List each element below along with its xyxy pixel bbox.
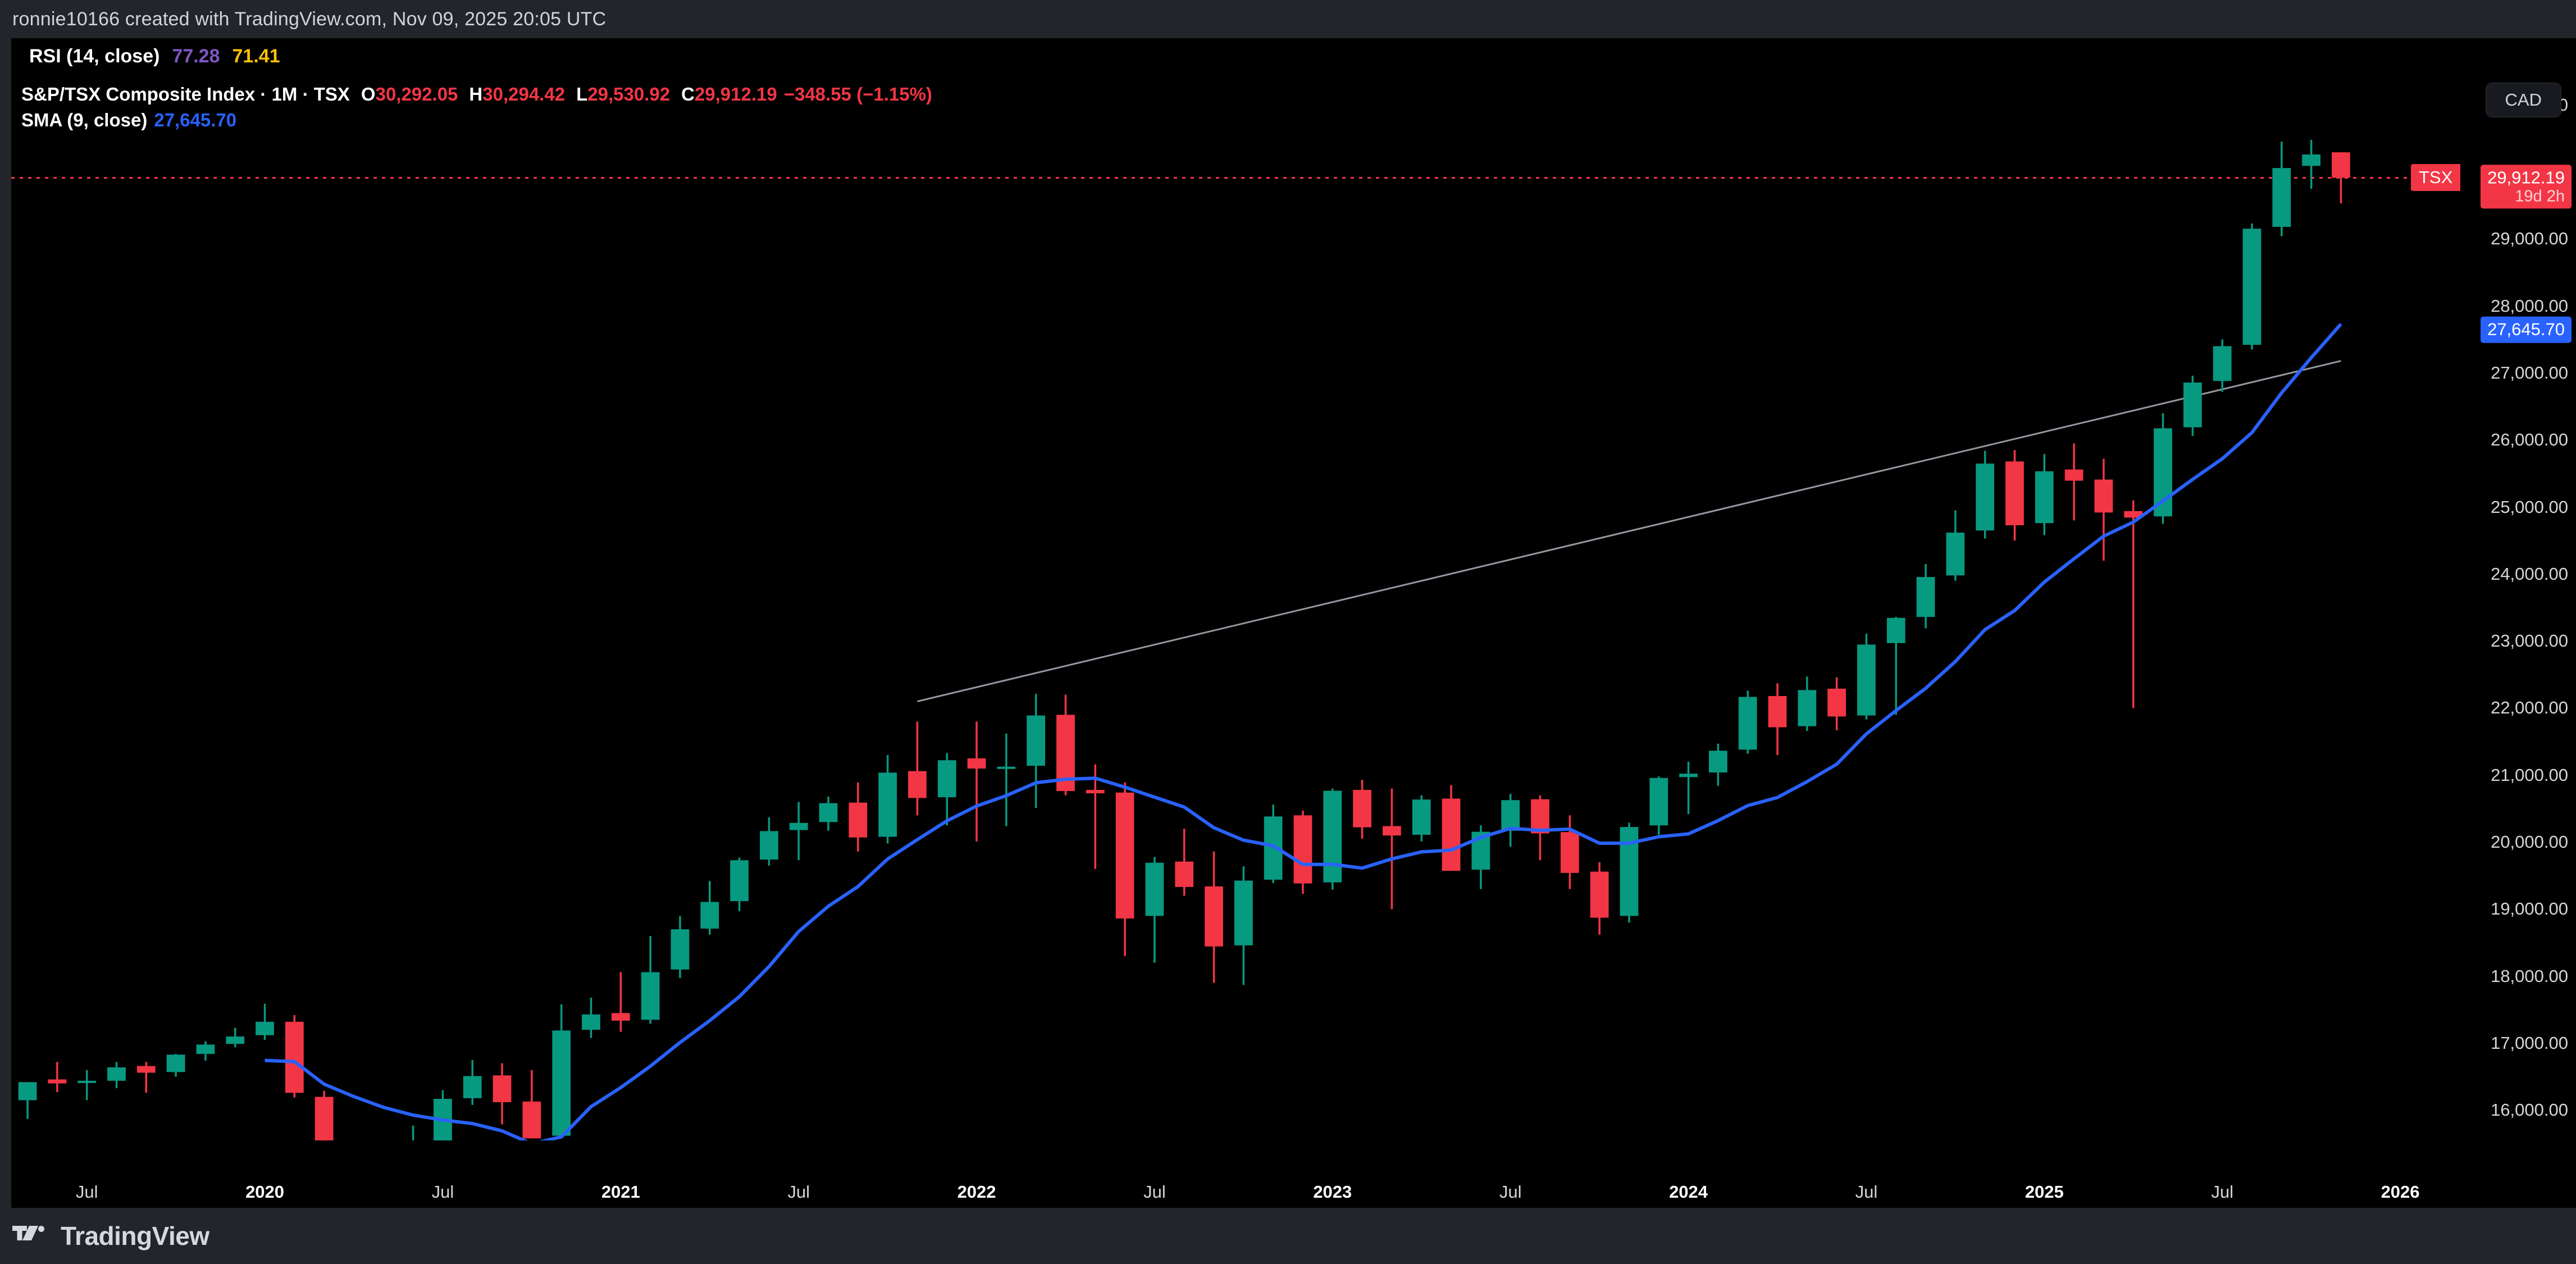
- price-tick: 23,000.00: [2491, 631, 2568, 651]
- time-tick: 2022: [957, 1182, 996, 1202]
- tradingview-logo-icon: [12, 1226, 44, 1240]
- symbol-tag: TSX: [2411, 164, 2461, 192]
- time-tick: 2026: [2381, 1182, 2420, 1202]
- price-tick: 21,000.00: [2491, 765, 2568, 785]
- time-tick: Jul: [431, 1182, 454, 1202]
- sma-price-label[interactable]: 27,645.70: [2481, 316, 2572, 343]
- time-tick: Jul: [2211, 1182, 2233, 1202]
- time-tick: Jul: [1855, 1182, 1878, 1202]
- time-tick: Jul: [1499, 1182, 1522, 1202]
- price-tick: 22,000.00: [2491, 698, 2568, 718]
- attribution-text: ronnie10166 created with TradingView.com…: [12, 8, 607, 30]
- time-tick: 2024: [1669, 1182, 1708, 1202]
- currency-badge[interactable]: CAD: [2485, 83, 2561, 117]
- price-tick: 19,000.00: [2491, 899, 2568, 919]
- time-tick: Jul: [787, 1182, 810, 1202]
- time-tick: 2025: [2025, 1182, 2064, 1202]
- rsi-value-yellow: 71.41: [232, 46, 280, 67]
- price-tick: 28,000.00: [2491, 295, 2568, 316]
- price-scale[interactable]: 31,000.0030,000.0029,000.0028,000.0027,0…: [2411, 75, 2576, 1140]
- attribution-bar: ronnie10166 created with TradingView.com…: [0, 0, 2576, 38]
- rsi-indicator-pane[interactable]: RSI (14, close) 77.28 71.41: [11, 38, 2576, 75]
- plot-area[interactable]: [11, 75, 2451, 1140]
- price-tick: 26,000.00: [2491, 430, 2568, 450]
- price-tick: 20,000.00: [2491, 832, 2568, 852]
- time-scale[interactable]: Jul 2020 Jul 2021 Jul 2022 Jul 2023 Jul 2024 Jul 20…: [11, 1174, 2576, 1208]
- time-tick: 2023: [1313, 1182, 1352, 1202]
- candlestick-series: [11, 139, 2451, 1140]
- time-tick: Jul: [1143, 1182, 1166, 1202]
- price-tick: 24,000.00: [2491, 563, 2568, 584]
- brand-name: TradingView: [61, 1221, 209, 1251]
- last-price-label[interactable]: 29,912.19 19d 2h: [2481, 165, 2572, 209]
- price-tick: 17,000.00: [2491, 1033, 2568, 1053]
- main-chart-pane[interactable]: S&P/TSX Composite Index · 1M · TSX O 30,…: [11, 75, 2576, 1174]
- price-tick: 25,000.00: [2491, 497, 2568, 517]
- rsi-value-purple: 77.28: [172, 46, 220, 67]
- price-tick: 29,000.00: [2491, 229, 2568, 249]
- time-tick: Jul: [75, 1182, 98, 1202]
- rsi-title: RSI (14, close): [29, 46, 160, 67]
- price-tick: 18,000.00: [2491, 966, 2568, 986]
- price-tick: 27,000.00: [2491, 362, 2568, 383]
- time-tick: 2021: [601, 1182, 640, 1202]
- footer-branding: TradingView: [0, 1208, 2576, 1264]
- time-tick: 2020: [245, 1182, 285, 1202]
- price-tick: 16,000.00: [2491, 1100, 2568, 1120]
